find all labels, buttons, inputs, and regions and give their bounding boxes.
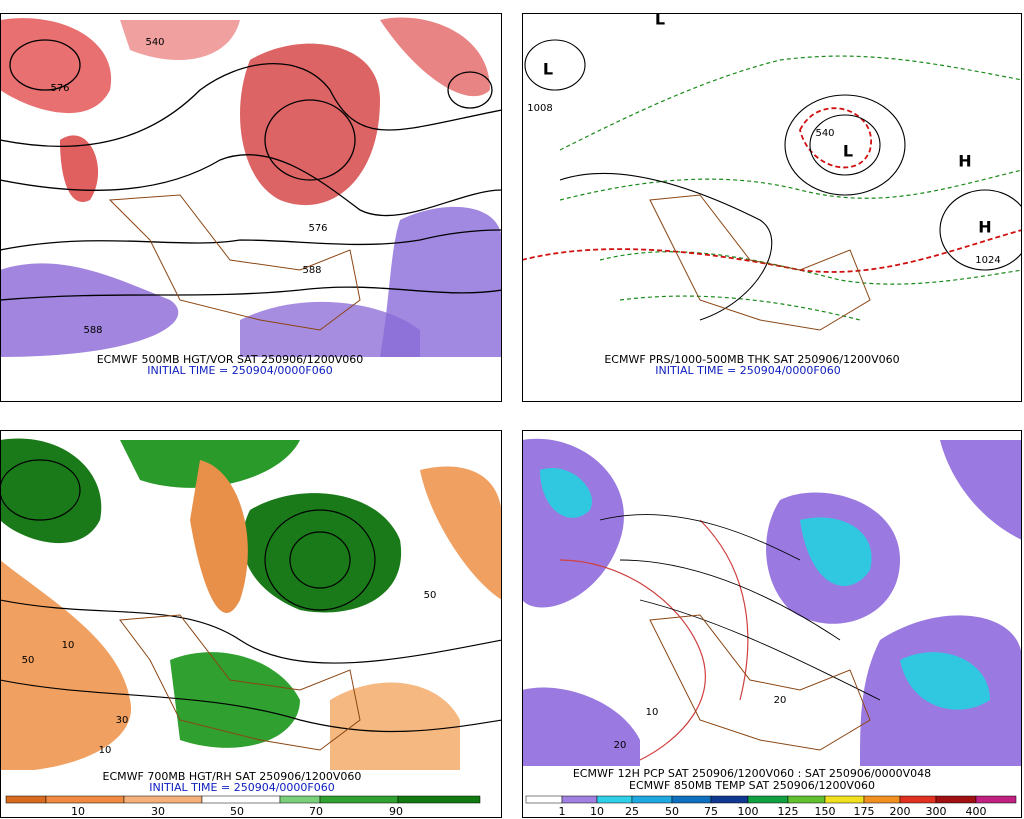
caption: ECMWF 850MB TEMP SAT 250906/1200V060 <box>629 779 875 792</box>
map-label: 540 <box>815 128 834 139</box>
map-label: L <box>843 142 853 161</box>
map-mslp <box>523 14 1021 357</box>
colorbar-label: 175 <box>854 805 875 818</box>
map-label: 10 <box>99 745 112 756</box>
colorbar-rh <box>5 795 481 804</box>
colorbar-label: 1 <box>559 805 566 818</box>
colorbar-label: 100 <box>738 805 759 818</box>
map-label: 10 <box>646 707 659 718</box>
map-label: 50 <box>424 590 437 601</box>
colorbar-label: 70 <box>309 805 323 818</box>
map-500mb <box>1 14 501 357</box>
colorbar-label: 400 <box>966 805 987 818</box>
caption: INITIAL TIME = 250904/0000F060 <box>147 364 332 377</box>
map-label: 10 <box>62 640 75 651</box>
map-label: 540 <box>145 37 164 48</box>
map-label: 576 <box>50 83 69 94</box>
map-700mb <box>1 431 501 770</box>
map-label: 588 <box>302 265 321 276</box>
map-label: 20 <box>614 740 627 751</box>
caption: ECMWF 700MB HGT/RH SAT 250906/1200V060 <box>103 770 362 783</box>
map-label: 1024 <box>975 255 1000 266</box>
colorbar-label: 10 <box>590 805 604 818</box>
colorbar-label: 200 <box>890 805 911 818</box>
map-label: 576 <box>308 223 327 234</box>
map-precip <box>523 431 1021 766</box>
map-label: 588 <box>83 325 102 336</box>
map-label: 1008 <box>527 103 552 114</box>
map-label: 20 <box>774 695 787 706</box>
map-label: L <box>655 10 665 29</box>
colorbar-label: 75 <box>704 805 718 818</box>
map-label: H <box>978 218 991 237</box>
caption: INITIAL TIME = 250904/0000F060 <box>149 781 334 794</box>
colorbar-label: 300 <box>926 805 947 818</box>
map-label: L <box>543 60 553 79</box>
colorbar-label: 50 <box>230 805 244 818</box>
map-label: 30 <box>116 715 129 726</box>
caption: ECMWF PRS/1000-500MB THK SAT 250906/1200… <box>604 353 899 366</box>
colorbar-label: 150 <box>815 805 836 818</box>
colorbar-pcp <box>525 795 1017 804</box>
caption: ECMWF 12H PCP SAT 250906/1200V060 : SAT … <box>573 767 931 780</box>
caption: ECMWF 500MB HGT/VOR SAT 250906/1200V060 <box>97 353 364 366</box>
map-label: H <box>958 152 971 171</box>
colorbar-label: 10 <box>71 805 85 818</box>
colorbar-label: 50 <box>665 805 679 818</box>
caption: INITIAL TIME = 250904/0000F060 <box>655 364 840 377</box>
map-label: 50 <box>22 655 35 666</box>
colorbar-label: 90 <box>389 805 403 818</box>
colorbar-label: 125 <box>778 805 799 818</box>
colorbar-label: 25 <box>625 805 639 818</box>
colorbar-label: 30 <box>151 805 165 818</box>
